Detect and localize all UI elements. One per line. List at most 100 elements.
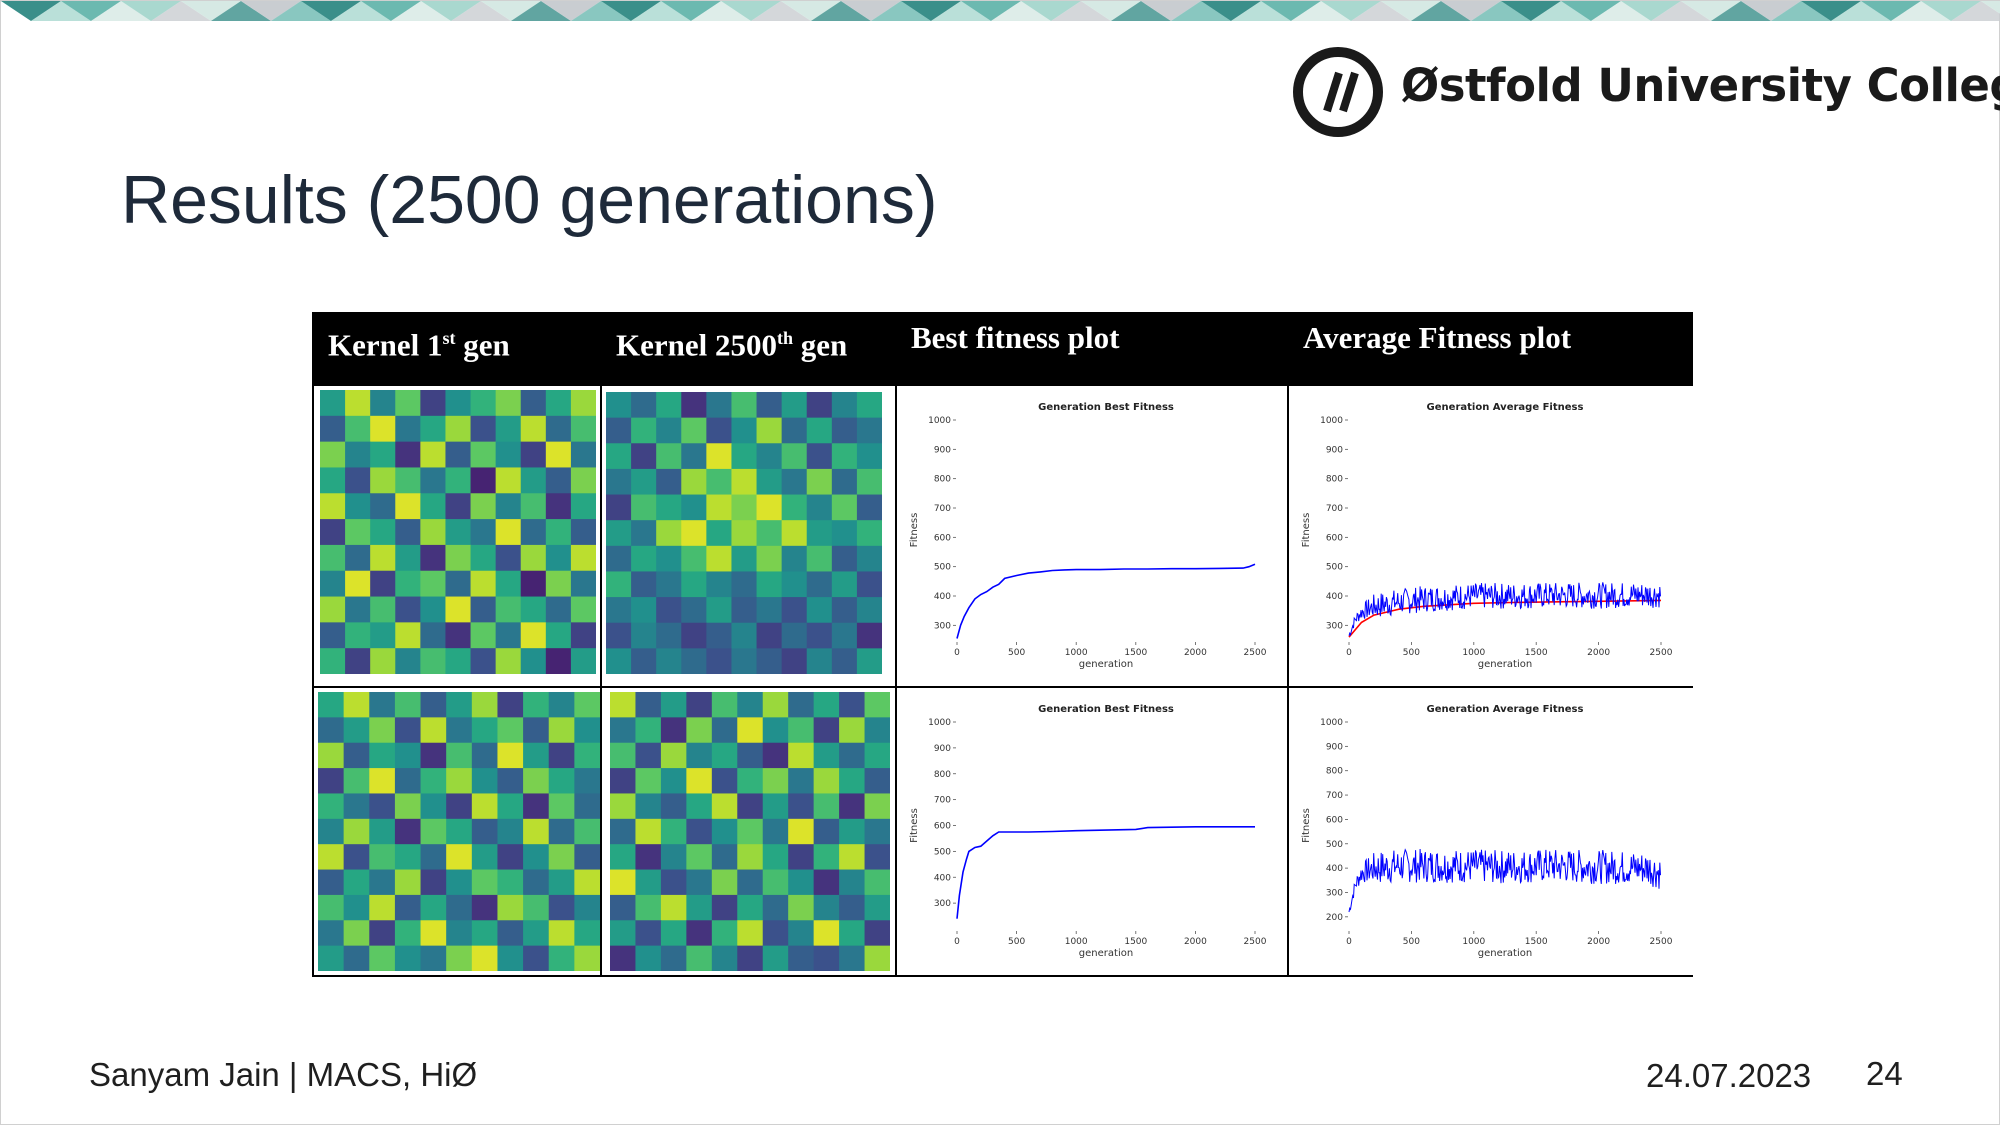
banner-triangle <box>1951 1 2000 21</box>
heatmap-cell <box>420 768 447 794</box>
heatmap-cell <box>706 622 732 649</box>
x-axis-label: generation <box>1079 948 1133 959</box>
banner-triangle <box>1441 1 1501 21</box>
heatmap-cell <box>656 597 682 624</box>
banner-triangle <box>241 1 301 21</box>
heatmap-cell <box>864 920 890 947</box>
x-tick-label: 2500 <box>1244 648 1267 658</box>
fitness-series-line <box>956 826 1255 919</box>
y-tick-label: 400 <box>1326 864 1343 874</box>
heatmap-cell <box>856 494 882 521</box>
heatmap-cell <box>635 768 662 794</box>
banner-triangle <box>361 1 421 21</box>
heatmap-cell <box>545 467 572 494</box>
heatmap-cell <box>343 793 370 820</box>
college-logo-icon <box>1293 47 1383 137</box>
heatmap-cell <box>839 768 866 794</box>
banner-triangle <box>1501 1 1561 21</box>
heatmap-cell <box>831 392 858 419</box>
footer-date: 24.07.2023 <box>1646 1057 1812 1094</box>
heatmap-cell <box>574 793 600 820</box>
heatmap-cell <box>343 742 370 769</box>
y-tick-label: 900 <box>1326 445 1343 455</box>
heatmap-cell <box>756 571 783 598</box>
heatmap-cell <box>731 622 758 649</box>
heatmap-cell <box>813 844 840 871</box>
heatmap-cell <box>788 945 815 971</box>
x-tick-label: 2500 <box>1650 937 1673 947</box>
heatmap-cell <box>635 945 662 971</box>
heatmap-cell <box>856 417 882 444</box>
banner-triangle <box>1351 1 1411 21</box>
heatmap-cell <box>806 443 833 470</box>
heatmap-cell <box>318 768 345 794</box>
heatmap-cell <box>420 596 446 623</box>
header-kernel-1st-gen: Kernel 1st gen <box>312 312 600 384</box>
heatmap-cell <box>345 441 371 468</box>
heatmap-cell <box>839 844 866 871</box>
heatmap-cell <box>813 742 840 769</box>
banner-triangle <box>1291 1 1351 21</box>
heatmap-cell <box>420 945 447 971</box>
heatmap-cell <box>631 571 657 598</box>
heatmap-cell <box>318 717 345 744</box>
y-axis-label: Fitness <box>1301 513 1312 548</box>
heatmap-cell <box>731 545 758 572</box>
banner-triangle <box>481 1 541 21</box>
header-best-fitness-plot: Best fitness plot <box>895 312 1287 384</box>
heatmap-cell <box>737 894 764 921</box>
heatmap-cell <box>318 894 345 921</box>
heatmap-cell <box>656 648 682 674</box>
heatmap-cell <box>711 717 738 744</box>
heatmap-cell <box>610 920 636 947</box>
heatmap-cell <box>781 571 808 598</box>
header-kernel-2500th-gen: Kernel 2500th gen <box>600 312 895 384</box>
banner-triangle <box>331 1 391 21</box>
banner-triangle <box>1771 1 1831 21</box>
heatmap-cell <box>856 520 882 547</box>
heatmap-cell <box>656 468 682 496</box>
heatmap-cell <box>806 571 833 598</box>
heatmap-cell <box>610 869 636 896</box>
heatmap-cell <box>660 920 687 947</box>
heatmap-cell <box>320 648 346 674</box>
banner-triangle <box>31 1 91 21</box>
heatmap-cell <box>686 869 713 896</box>
heatmap-cell <box>574 717 600 744</box>
heatmap-cell <box>370 415 396 443</box>
heatmap-cell <box>520 570 547 598</box>
heatmap-cell <box>788 793 815 820</box>
heatmap-cell <box>762 920 789 947</box>
heatmap-cell <box>856 622 882 649</box>
heatmap-cell <box>420 692 447 718</box>
heatmap-cell <box>781 392 808 419</box>
heatmap-cell <box>781 545 808 572</box>
heatmap-cell <box>864 894 890 921</box>
heatmap-cell <box>831 417 858 444</box>
heatmap-cell <box>606 520 632 547</box>
footer-author: Sanyam Jain | MACS, HiØ <box>89 1056 478 1093</box>
x-axis-label: generation <box>1079 659 1133 670</box>
heatmap-cell <box>320 519 346 546</box>
banner-triangle <box>1891 1 1951 21</box>
banner-triangle <box>1861 1 1921 21</box>
heatmap-cell <box>813 793 840 820</box>
heatmap-cell <box>471 717 498 744</box>
y-tick-label: 1000 <box>1320 718 1343 728</box>
heatmap-cell <box>320 441 346 468</box>
heatmap-cell <box>631 443 657 470</box>
heatmap-cell <box>706 545 732 572</box>
heatmap-cell <box>548 920 575 947</box>
heatmap-cell <box>856 468 882 496</box>
heatmap-cell <box>446 692 473 718</box>
heatmap-cell <box>369 742 396 769</box>
heatmap-cell <box>370 467 396 494</box>
heatmap-cell <box>345 570 371 598</box>
heatmap-cell <box>681 571 707 598</box>
cell-r2-c3: Generation Best Fitness 300 400 500 600 700 80… <box>895 686 1289 977</box>
heatmap-cell <box>606 622 632 649</box>
heatmap-cell <box>495 570 522 598</box>
heatmap-cell <box>681 494 707 521</box>
heatmap-cell <box>635 894 662 921</box>
heatmap-cell <box>660 894 687 921</box>
